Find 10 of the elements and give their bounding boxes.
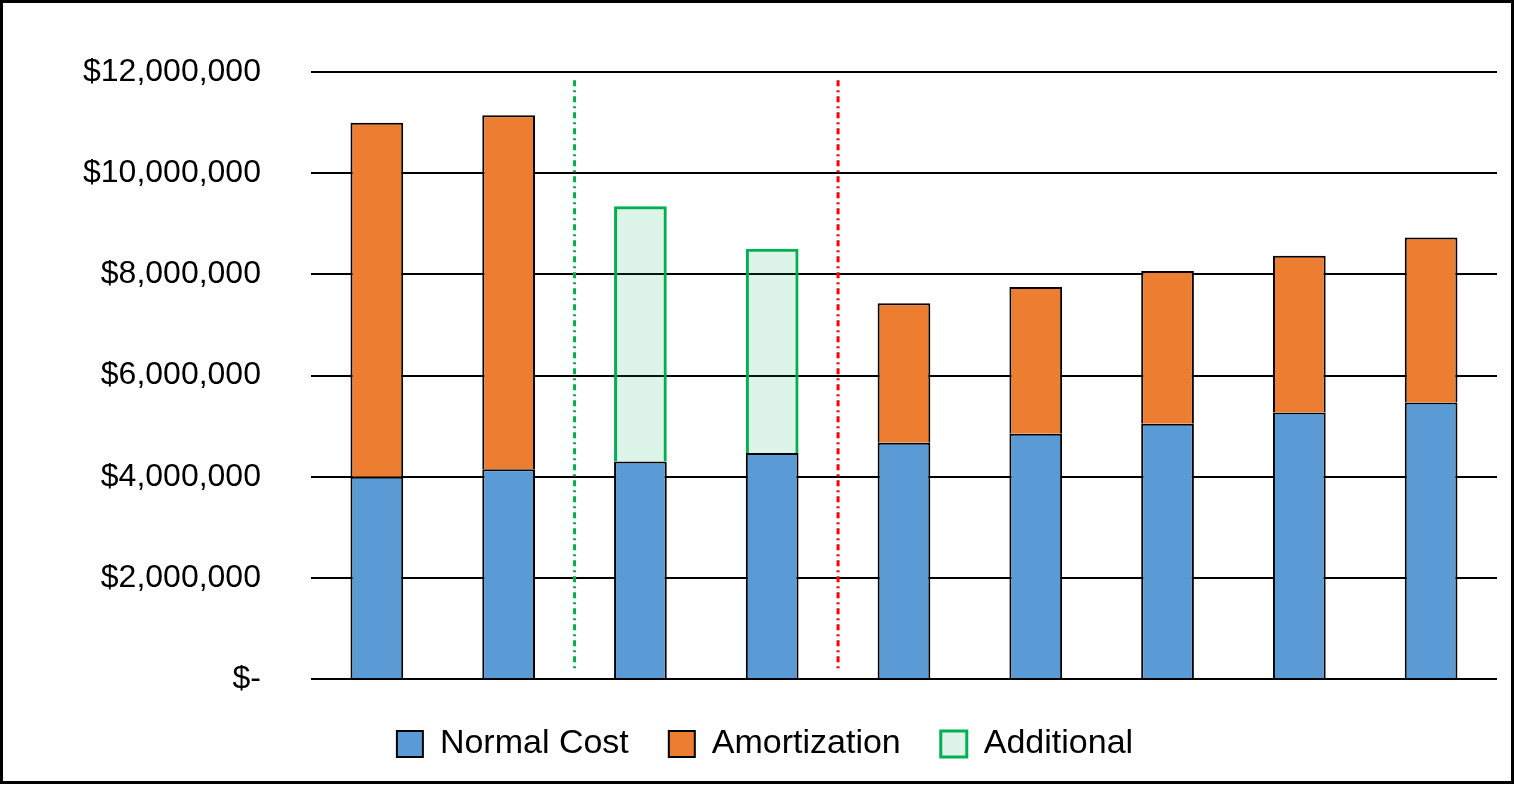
y-tick-label: $- (232, 658, 261, 695)
y-tick-label: $12,000,000 (83, 52, 261, 89)
legend-label: Amortization (711, 722, 901, 761)
legend-label: Additional (983, 722, 1134, 761)
y-tick-label: $2,000,000 (100, 557, 261, 594)
y-tick-label: $8,000,000 (100, 254, 261, 291)
legend-label: Normal Cost (439, 722, 630, 761)
y-tick-label: $6,000,000 (100, 355, 261, 392)
y-tick-label: $4,000,000 (100, 456, 261, 493)
y-tick-label: $10,000,000 (83, 153, 261, 190)
